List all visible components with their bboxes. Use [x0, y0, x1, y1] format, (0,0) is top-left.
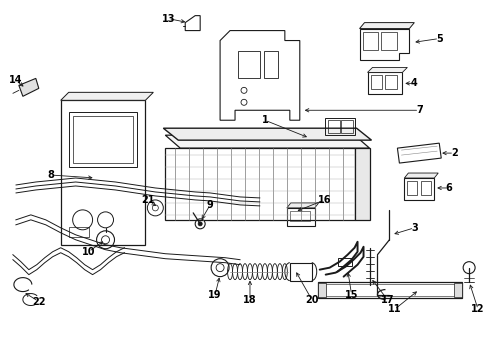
Text: 9: 9	[206, 200, 213, 210]
Text: 14: 14	[9, 75, 22, 85]
Polygon shape	[404, 173, 437, 178]
Text: 3: 3	[410, 223, 417, 233]
Bar	[317, 283, 325, 297]
Polygon shape	[286, 203, 318, 208]
Text: 6: 6	[445, 183, 452, 193]
Text: 18: 18	[243, 294, 256, 305]
Bar	[327, 120, 339, 133]
Bar	[319, 284, 459, 296]
Polygon shape	[354, 148, 369, 220]
Text: 17: 17	[380, 294, 393, 305]
Text: 22: 22	[32, 297, 45, 306]
Bar	[264, 50, 277, 78]
Bar	[289, 263, 311, 280]
Bar	[453, 283, 461, 297]
Polygon shape	[163, 128, 371, 140]
Text: 8: 8	[47, 170, 54, 180]
Text: 16: 16	[317, 195, 331, 205]
Bar	[362, 32, 378, 50]
Text: 19: 19	[208, 289, 222, 300]
Polygon shape	[359, 23, 413, 28]
Polygon shape	[165, 135, 369, 148]
Text: 21: 21	[142, 195, 155, 205]
Text: 15: 15	[344, 289, 358, 300]
Bar	[421, 181, 430, 195]
Polygon shape	[367, 67, 407, 72]
Bar	[68, 227, 88, 237]
Bar	[238, 50, 260, 78]
Bar	[337, 258, 351, 266]
Polygon shape	[19, 78, 39, 96]
Bar	[340, 120, 352, 133]
Bar	[68, 112, 137, 167]
Bar	[367, 72, 402, 94]
Bar	[370, 75, 382, 89]
Text: 13: 13	[161, 14, 175, 24]
Text: 20: 20	[305, 294, 318, 305]
Text: 2: 2	[450, 148, 457, 158]
Text: 1: 1	[261, 115, 268, 125]
Bar	[324, 118, 354, 135]
Circle shape	[198, 222, 202, 226]
Text: 7: 7	[415, 105, 422, 115]
Bar	[407, 181, 416, 195]
Text: 10: 10	[81, 247, 95, 257]
Bar	[317, 282, 461, 298]
Text: 4: 4	[410, 78, 417, 88]
Bar	[73, 116, 133, 163]
Bar	[385, 75, 397, 89]
Bar	[289, 211, 309, 221]
Bar	[404, 178, 433, 200]
Text: 11: 11	[387, 305, 400, 315]
Polygon shape	[61, 92, 153, 100]
Bar	[381, 32, 397, 50]
Bar	[286, 208, 314, 226]
Text: 12: 12	[470, 305, 484, 315]
Text: 5: 5	[435, 33, 442, 44]
